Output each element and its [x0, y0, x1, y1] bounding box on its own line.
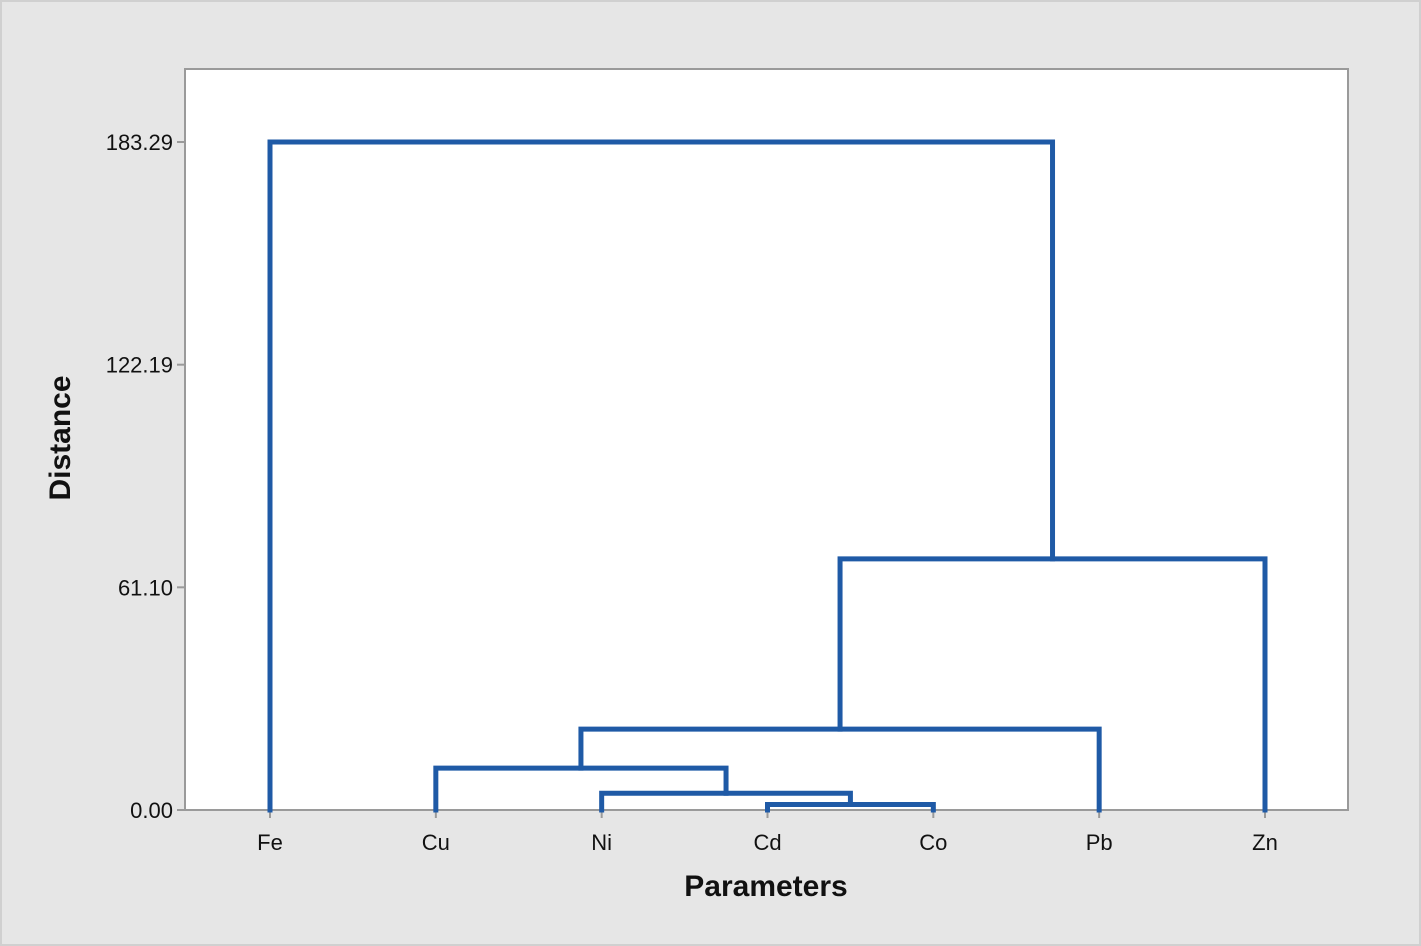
x-tick-label-zn: Zn	[1252, 830, 1278, 855]
y-tick-label: 0.00	[130, 798, 173, 823]
plot-area	[184, 68, 1349, 811]
y-axis: 0.00 61.10 122.19 183.29	[106, 130, 185, 823]
y-tick-label: 61.10	[118, 575, 173, 600]
x-tick-label-cd: Cd	[753, 830, 781, 855]
dendrogram-link-6	[267, 139, 1056, 813]
x-tick-label-cu: Cu	[422, 830, 450, 855]
dendrogram-branches	[267, 139, 1268, 813]
y-tick-label: 122.19	[106, 353, 173, 378]
x-tick-label-fe: Fe	[257, 830, 283, 855]
x-axis: Fe Cu Ni Cd Co Pb Zn	[257, 810, 1278, 855]
x-tick-label-ni: Ni	[591, 830, 612, 855]
y-axis-title: Distance	[44, 375, 77, 500]
x-tick-label-pb: Pb	[1086, 830, 1113, 855]
x-axis-title: Parameters	[684, 870, 847, 903]
y-tick-label: 183.29	[106, 130, 173, 155]
x-tick-label-co: Co	[919, 830, 947, 855]
